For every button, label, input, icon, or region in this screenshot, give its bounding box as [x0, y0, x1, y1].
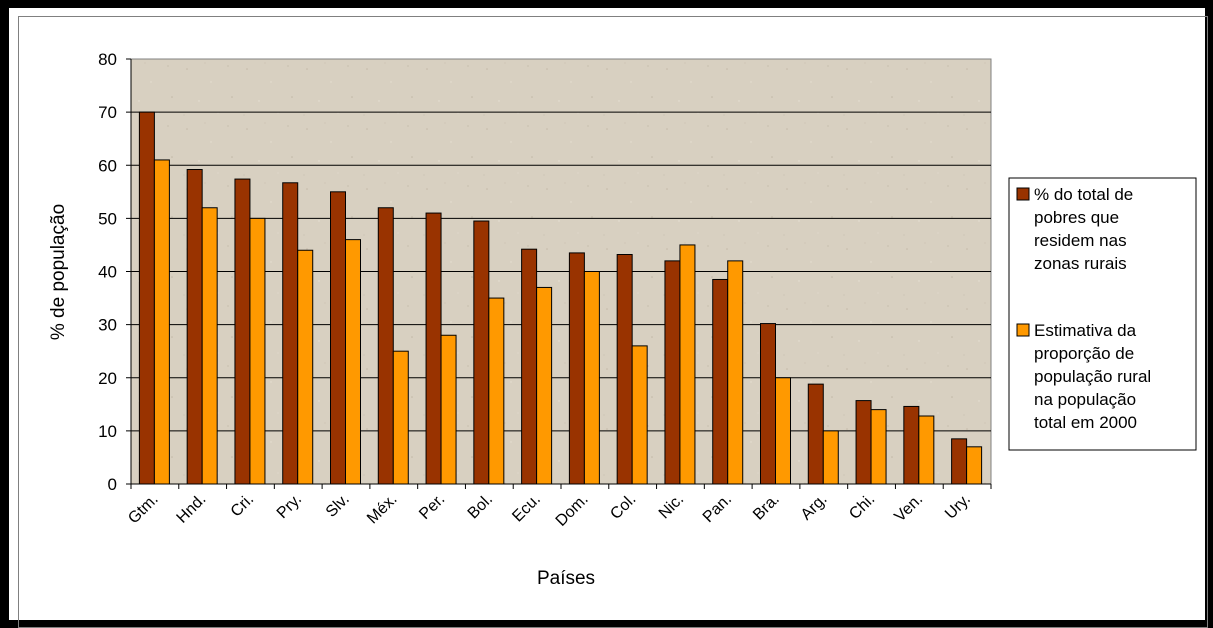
legend-label: zonas rurais: [1034, 254, 1127, 273]
bar-rural-population-14: [822, 430, 839, 485]
legend-swatch: [1016, 323, 1030, 337]
x-tick-label: Ecu.: [509, 491, 544, 526]
bar-rural-population-7: [488, 297, 505, 485]
bar-rural-population-0: [153, 159, 170, 485]
legend-label: pobres que: [1034, 208, 1119, 227]
legend-swatch: [1016, 187, 1030, 201]
legend-label: na população: [1034, 390, 1136, 409]
y-tick-label: 60: [98, 156, 117, 175]
legend-label: % do total de: [1034, 185, 1133, 204]
legend-label: população rural: [1034, 367, 1151, 386]
y-axis-label: % de população: [48, 204, 69, 340]
y-tick-label: 20: [98, 369, 117, 388]
x-tick-label: Ury.: [942, 491, 974, 523]
bar-poor-rural-13: [760, 323, 776, 485]
bar-rural-population-9: [583, 271, 600, 485]
x-tick-label: Nic.: [656, 491, 688, 523]
gridlines: [131, 111, 991, 432]
x-tick-label: Arg.: [798, 491, 831, 524]
y-tick-labels: 0 10 20 30 40 50 60 70 80: [98, 50, 131, 494]
y-tick-label: 80: [98, 50, 117, 69]
x-tick-label: Bol.: [465, 491, 497, 523]
bar-poor-rural-9: [568, 252, 585, 485]
bar-rural-population-5: [392, 350, 409, 485]
bar-rural-population-13: [775, 377, 791, 485]
bar-rural-population-12: [727, 260, 744, 485]
bar-poor-rural-1: [186, 169, 203, 485]
y-tick-label: 10: [98, 422, 117, 441]
y-tick-label: 50: [98, 209, 117, 228]
bar-rural-population-3: [297, 249, 314, 485]
legend: % do total de pobres que residem nas zonas …: [1008, 177, 1197, 451]
bar-poor-rural-5: [377, 207, 394, 485]
x-tick-label: Pan.: [700, 491, 735, 526]
x-tick-label: Dom.: [553, 491, 592, 530]
bar-poor-rural-8: [521, 248, 538, 485]
bar-poor-rural-7: [473, 220, 490, 485]
x-tick-label: Col.: [607, 491, 639, 523]
bar-poor-rural-6: [425, 212, 442, 485]
bar-poor-rural-11: [664, 260, 681, 485]
x-tick-label: Slv.: [323, 491, 353, 521]
bar-poor-rural-10: [616, 254, 633, 485]
bar-poor-rural-0: [138, 111, 155, 485]
bar-poor-rural-12: [712, 278, 729, 485]
x-tick-label: Méx.: [364, 491, 401, 528]
legend-box: [1008, 177, 1197, 451]
bar-rural-population-4: [345, 239, 361, 485]
bar-rural-population-2: [249, 217, 266, 485]
x-tick-label: Gtm.: [125, 491, 162, 528]
bar-rural-population-15: [870, 409, 887, 485]
legend-label: total em 2000: [1034, 413, 1137, 432]
x-axis-label: Países: [537, 568, 595, 589]
bar-poor-rural-4: [330, 191, 346, 485]
bar-rural-population-11: [679, 244, 696, 485]
bar-rural-population-17: [966, 446, 983, 485]
x-tick-label: Ven.: [891, 491, 926, 526]
x-tick-label: Cri.: [228, 491, 258, 521]
bar-poor-rural-14: [807, 383, 824, 485]
x-tick-label: Pry.: [274, 491, 305, 522]
bar-poor-rural-3: [282, 182, 299, 485]
bar-rural-population-1: [201, 207, 218, 485]
bar-rural-population-8: [536, 286, 553, 485]
bar-rural-population-10: [631, 345, 648, 485]
x-tick-label: Hnd.: [174, 491, 210, 527]
x-tick-label: Per.: [416, 491, 448, 523]
bar-poor-rural-17: [951, 438, 968, 485]
x-tick-labels: Gtm. Hnd. Cri. Pry. Slv. Méx. Per. Bol. Ecu. Dom.…: [125, 491, 974, 530]
legend-label: Estimativa da: [1034, 321, 1137, 340]
x-tick-label: Chi.: [846, 491, 878, 523]
bar-poor-rural-16: [903, 405, 920, 485]
bar-rural-population-16: [918, 415, 935, 485]
bar-poor-rural-2: [234, 178, 251, 485]
bar-poor-rural-15: [855, 400, 872, 485]
legend-label: proporção de: [1034, 344, 1134, 363]
y-tick-label: 70: [98, 103, 117, 122]
y-tick-label: 40: [98, 263, 117, 282]
legend-label: residem nas: [1034, 231, 1127, 250]
bar-rural-population-6: [440, 334, 457, 485]
y-tick-label: 0: [108, 475, 117, 494]
x-tick-label: Bra.: [750, 491, 783, 524]
y-tick-label: 30: [98, 316, 117, 335]
